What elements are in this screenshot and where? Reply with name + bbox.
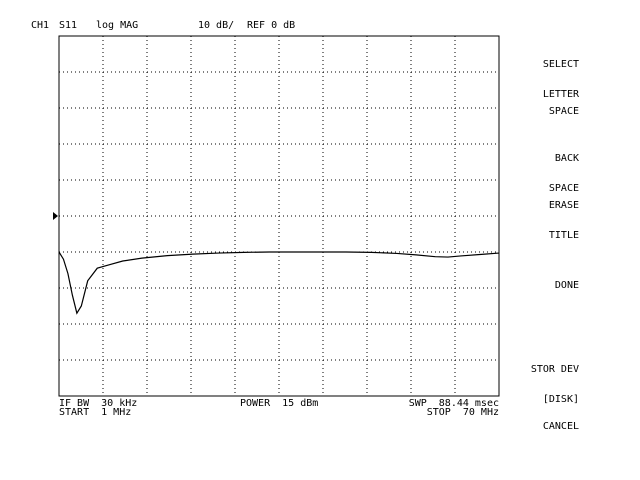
graticule-grid: [59, 36, 499, 396]
format-label: log MAG: [96, 20, 139, 31]
sweep-time-label: SWP 88.44 msec: [408, 398, 499, 409]
softkey-label: DONE: [554, 280, 579, 291]
softkey-cancel[interactable]: CANCEL: [459, 402, 579, 442]
softkey-label: SPACE: [548, 106, 579, 117]
softkey-space[interactable]: SPACE: [459, 87, 579, 127]
s11-trace: [58, 251, 500, 315]
softkey-label: ERASE: [548, 200, 579, 211]
if-bandwidth-label: IF BW 30 kHz: [59, 398, 138, 409]
softkey-select-letter[interactable]: SELECT LETTER: [459, 40, 579, 110]
softkey-label: STOR DEV: [530, 364, 579, 375]
softkey-back-space[interactable]: BACK SPACE: [459, 134, 579, 204]
softkey-label: SPACE: [548, 183, 579, 194]
scale-label: 10 dB/: [198, 20, 235, 31]
stop-frequency-label: STOP 70 MHz: [426, 407, 499, 418]
softkey-erase-title[interactable]: ERASE TITLE: [459, 181, 579, 251]
start-frequency-label: START 1 MHz: [59, 407, 132, 418]
softkey-done[interactable]: DONE: [459, 261, 579, 301]
softkey-label: SELECT: [542, 59, 579, 70]
source-power-label: POWER 15 dBm: [240, 398, 319, 409]
parameter-label: S11: [59, 20, 78, 31]
reference-position-marker: [53, 212, 58, 220]
channel-label: CH1: [31, 20, 50, 31]
softkey-label: [DISK]: [542, 394, 579, 405]
softkey-label: BACK: [554, 153, 579, 164]
softkey-label: TITLE: [548, 230, 579, 241]
softkey-label: LETTER: [542, 89, 579, 100]
softkey-store-device-disk[interactable]: STOR DEV [DISK]: [459, 345, 579, 415]
softkey-label: CANCEL: [542, 421, 579, 432]
reference-label: REF 0 dB: [247, 20, 296, 31]
